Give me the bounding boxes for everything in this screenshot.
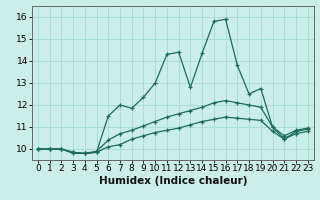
X-axis label: Humidex (Indice chaleur): Humidex (Indice chaleur)	[99, 176, 247, 186]
